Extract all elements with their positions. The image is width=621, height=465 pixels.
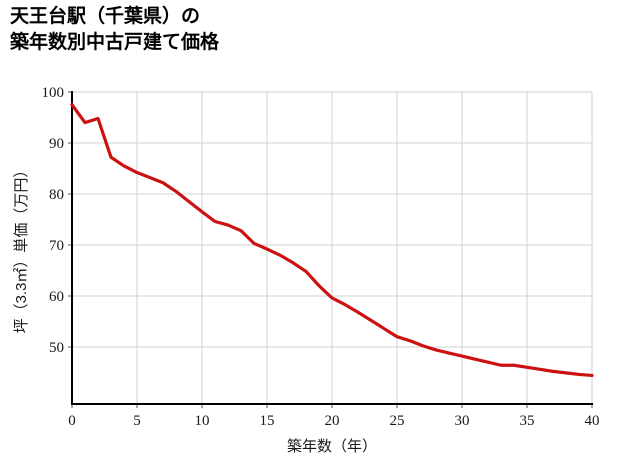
y-tick-label: 60	[49, 289, 64, 305]
y-tick-label: 50	[49, 340, 64, 356]
tick-marks	[68, 91, 593, 408]
y-tick-label: 80	[49, 187, 64, 203]
data-series-line	[70, 103, 594, 378]
x-tick-label: 20	[325, 413, 340, 429]
x-tick-label: 5	[133, 413, 141, 429]
x-tick-label: 10	[195, 413, 210, 429]
x-tick-label: 25	[390, 413, 405, 429]
x-tick-label: 35	[520, 413, 535, 429]
y-tick-labels: 50 60 70 80 90 100	[42, 85, 65, 356]
axis-spines	[70, 91, 593, 406]
y-tick-label: 90	[49, 136, 64, 152]
x-gridlines	[71, 92, 593, 404]
y-tick-label: 100	[42, 85, 65, 101]
x-axis-title: 築年数（年）	[287, 437, 377, 455]
chart-title: 天王台駅（千葉県）の 築年数別中古戸建て価格	[10, 6, 220, 54]
y-tick-label: 70	[49, 238, 64, 254]
x-tick-label: 30	[455, 413, 470, 429]
y-axis-title: 坪（3.3㎡）単価（万円）	[13, 163, 30, 334]
x-tick-label: 15	[260, 413, 275, 429]
x-tick-label: 40	[585, 413, 600, 429]
x-tick-labels: 0 5 10 15 20 25 30 35 40	[68, 413, 599, 429]
x-tick-label: 0	[68, 413, 76, 429]
